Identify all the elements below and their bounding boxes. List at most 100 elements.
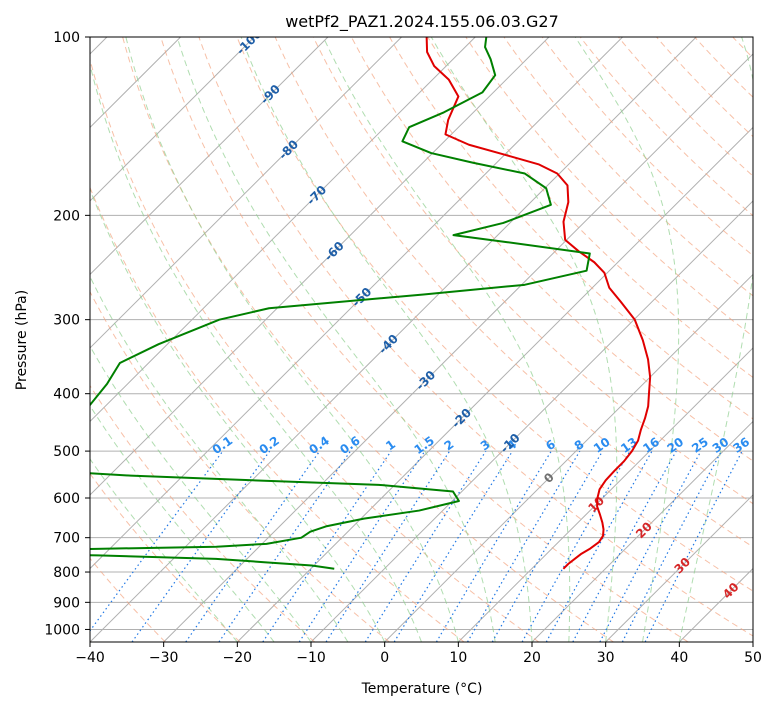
x-tick-label: 40 [670,650,688,666]
mixing-ratio-line [364,450,487,642]
moist-adiabat [90,345,312,642]
mixing-ratio-label: 30 [710,435,732,456]
y-tick-label: 1000 [44,622,80,638]
isotherm-label: -100 [234,27,265,58]
y-tick-label: 400 [53,387,80,403]
isotherm-gridline [90,37,623,570]
moist-adiabat [90,62,422,642]
y-tick-label: 900 [53,595,80,611]
dry-adiabat [427,37,753,379]
dry-adiabat [465,37,753,338]
dry-adiabat [618,37,753,177]
mixing-ratio-line [262,450,392,642]
mixing-ratio-line [466,450,581,642]
mixing-ratio-label: 16 [640,435,662,456]
chart-title: wetPf2_PAZ1.2024.155.06.03.G27 [285,12,559,32]
mixing-ratio-line [435,450,552,642]
isotherm-gridline [90,37,329,276]
mixing-ratio-label: 36 [730,435,752,456]
dry-adiabat [160,37,689,642]
y-tick-label: 100 [53,30,80,46]
isotherm-gridline [90,37,255,202]
dry-adiabat [313,37,753,505]
moist-adiabat [90,404,275,642]
moist-adiabat [678,37,753,642]
moist-adiabat [430,37,618,642]
y-tick-label: 500 [53,444,80,460]
y-tick-label: 200 [53,208,80,224]
mixing-ratio-label: 20 [665,435,687,456]
dry-adiabat [90,384,316,642]
dry-adiabat [274,37,753,548]
mixing-ratio-label: 0.4 [306,433,331,457]
mixing-ratio-label: 13 [618,435,640,456]
moist-adiabat [90,275,349,642]
dry-adiabat [122,37,614,642]
moist-adiabat [574,37,680,642]
x-tick-label: −30 [149,650,179,666]
x-tick-label: 50 [744,650,762,666]
isotherm-gridline [457,347,753,642]
x-tick-label: 0 [380,650,389,666]
plot-frame [89,36,754,643]
temperature-profile-line [425,37,652,570]
moist-adiabat [176,37,496,642]
dry-adiabat [198,37,753,637]
y-tick-label: 700 [53,531,80,547]
mixing-ratio-label: 0.1 [210,433,235,457]
isotherm-gridline [236,126,753,642]
moist-adiabat [90,188,386,642]
dry-adiabat [90,57,540,642]
dry-adiabat [90,472,241,642]
axes: −40 −30 −20 −10 0 10 20 30 40 50 100 200 300 400 500 60… [44,30,762,666]
mixing-ratio-line [218,450,351,642]
x-tick-label: 20 [523,650,541,666]
moist-adiabat [90,458,238,642]
mixing-ratio-line [621,450,722,642]
isotherm-gridline [752,641,753,642]
dry-adiabat [580,37,753,217]
dry-adiabat [656,37,753,138]
mixing-ratio-label: 25 [689,435,711,456]
dewpoint-profile-line [90,37,591,570]
mixing-ratio-line [644,450,743,642]
isotherm-gridline [384,273,753,642]
mixing-ratio-line [298,450,426,642]
mixing-ratio-line [325,450,451,642]
x-tick-label: 30 [597,650,615,666]
isotherm-gridline [163,53,753,642]
y-tick-label: 600 [53,491,80,507]
mixing-ratio-line [393,450,513,642]
mixing-ratio-line [572,450,677,642]
y-axis-title: Pressure (hPa) [14,290,30,390]
mixing-ratio-line [599,450,702,642]
moist-adiabat [240,37,533,642]
moist-adiabat [125,37,459,642]
isotherm-gridline [678,567,753,642]
isotherm-gridline [90,37,402,349]
dry-adiabat [541,37,753,257]
isotherm-gridline [310,200,753,642]
x-tick-label: 10 [449,650,467,666]
x-axis-title: Temperature (°C) [361,681,483,697]
y-tick-label: 300 [53,313,80,329]
y-tick-label: 800 [53,565,80,581]
dry-adiabat [694,37,753,98]
dry-adiabat [771,37,775,642]
dry-adiabat [732,37,753,59]
isotherm-gridline [531,420,753,642]
dry-adiabat [503,37,753,297]
x-tick-label: −40 [75,650,105,666]
dry-adiabat [90,290,390,642]
x-tick-label: −20 [223,650,253,666]
mixing-ratio-line [185,450,321,642]
isotherm-gridline [605,494,753,642]
mixing-ratio-label: 10 [591,435,613,456]
dry-adiabat [351,37,753,462]
x-tick-label: −10 [296,650,326,666]
mixing-ratio-label: 0.6 [337,433,362,457]
moist-adiabat [322,37,571,642]
dry-adiabat [236,37,753,592]
